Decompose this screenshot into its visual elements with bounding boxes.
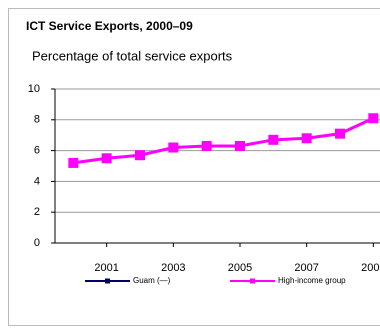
point [301,133,312,144]
point [335,128,345,139]
x-tick-label: 2007 [294,262,318,274]
chart-subtitle: Percentage of total service exports [32,48,233,63]
legend-label: High-income group [278,276,346,285]
legend-marker [250,278,255,284]
y-tick-label: 0 [34,237,40,249]
chart-title: ICT Service Exports, 2000–09 [26,19,193,33]
y-tick-label: 6 [34,145,40,157]
point [201,140,212,151]
x-tick-label: 2009 [361,262,380,274]
point [135,150,145,161]
y-tick-label: 4 [34,175,40,187]
y-tick-label: 2 [34,206,40,218]
legend-label: Guam (—) [133,276,171,285]
x-tick-label: 2003 [161,262,185,274]
frame [8,8,380,326]
x-tick-label: 2001 [94,262,118,274]
point [368,113,379,124]
legend-marker [105,278,110,284]
point [68,157,79,168]
x-tick-label: 2005 [228,262,252,274]
point [235,140,245,151]
point [101,153,112,164]
point [168,142,179,153]
series-line [73,116,374,165]
y-tick-label: 10 [28,83,40,95]
point [268,134,279,145]
y-tick-label: 8 [34,114,40,126]
